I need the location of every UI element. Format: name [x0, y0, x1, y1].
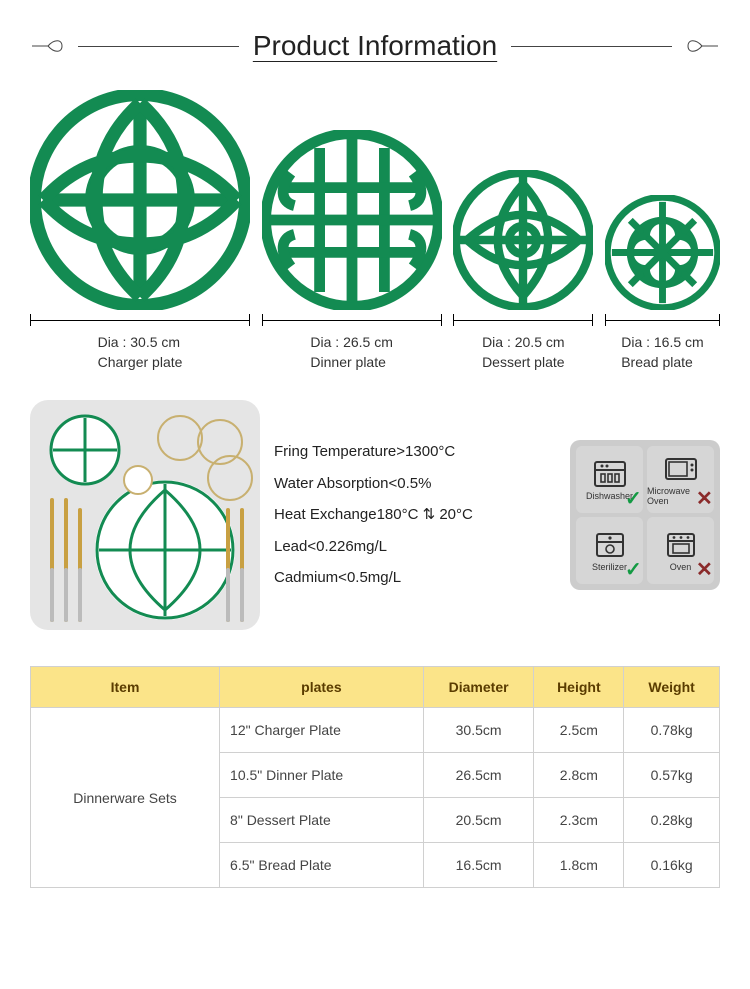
plate-dia: Dia : 16.5 cm [621, 334, 703, 350]
title-rule-left [78, 46, 239, 47]
title-rule-right [511, 46, 672, 47]
td-diameter: 30.5cm [423, 708, 534, 753]
td-diameter: 16.5cm [423, 843, 534, 888]
plates-row: Dia : 30.5 cm Charger plate Dia : 26.5 c… [30, 90, 720, 370]
oven-icon [663, 530, 699, 560]
th-item: Item [31, 667, 220, 708]
plate-image [453, 170, 593, 310]
table-setting-photo [30, 400, 260, 630]
td-height: 2.3cm [534, 798, 624, 843]
th-weight: Weight [624, 667, 720, 708]
spec-cadmium: Cadmium<0.5mg/L [274, 562, 556, 594]
info-row: Fring Temperature>1300°C Water Absorptio… [30, 400, 720, 630]
plate-dia: Dia : 30.5 cm [98, 334, 183, 350]
table-row: Dinnerware Sets 12" Charger Plate 30.5cm… [31, 708, 720, 753]
td-diameter: 26.5cm [423, 753, 534, 798]
td-plate: 8" Dessert Plate [220, 798, 424, 843]
check-icon: ✓ [625, 560, 645, 580]
usage-label: Sterilizer [592, 562, 627, 572]
usage-sterilizer: Sterilizer ✓ [576, 517, 643, 584]
plate-bread: Dia : 16.5 cm Bread plate [605, 195, 720, 370]
plate-dessert: Dia : 20.5 cm Dessert plate [453, 170, 593, 370]
table-header-row: Item plates Diameter Height Weight [31, 667, 720, 708]
td-height: 2.8cm [534, 753, 624, 798]
dimension-bar [605, 314, 720, 326]
cross-icon: ✕ [696, 560, 716, 580]
plate-dia: Dia : 26.5 cm [310, 334, 392, 350]
dimension-bar [453, 314, 593, 326]
td-weight: 0.57kg [624, 753, 720, 798]
ornament-right [686, 37, 720, 55]
td-height: 1.8cm [534, 843, 624, 888]
plate-name: Bread plate [621, 354, 703, 370]
cross-icon: ✕ [696, 489, 716, 509]
page-title: Product Information [253, 30, 497, 62]
td-diameter: 20.5cm [423, 798, 534, 843]
plate-name: Charger plate [98, 354, 183, 370]
usage-oven: Oven ✕ [647, 517, 714, 584]
plate-image [605, 195, 720, 310]
plate-name: Dessert plate [482, 354, 564, 370]
td-item: Dinnerware Sets [31, 708, 220, 888]
plate-dinner: Dia : 26.5 cm Dinner plate [262, 130, 442, 370]
spec-water-absorption: Water Absorption<0.5% [274, 468, 556, 500]
dishwasher-icon [592, 459, 628, 489]
plate-dia: Dia : 20.5 cm [482, 334, 564, 350]
specs-list: Fring Temperature>1300°C Water Absorptio… [274, 436, 556, 594]
check-icon: ✓ [625, 489, 645, 509]
td-plate: 12" Charger Plate [220, 708, 424, 753]
microwave-icon [663, 454, 699, 484]
sterilizer-icon [592, 530, 628, 560]
usage-dishwasher: Dishwasher ✓ [576, 446, 643, 513]
ornament-left [30, 37, 64, 55]
td-weight: 0.16kg [624, 843, 720, 888]
dimension-bar [30, 314, 250, 326]
th-diameter: Diameter [423, 667, 534, 708]
spec-lead: Lead<0.226mg/L [274, 531, 556, 563]
plate-image [30, 90, 250, 310]
plate-name: Dinner plate [310, 354, 392, 370]
dimension-bar [262, 314, 442, 326]
size-table: Item plates Diameter Height Weight Dinne… [30, 666, 720, 888]
td-plate: 10.5" Dinner Plate [220, 753, 424, 798]
plate-image [262, 130, 442, 310]
spec-firing-temp: Fring Temperature>1300°C [274, 436, 556, 468]
th-plates: plates [220, 667, 424, 708]
td-weight: 0.28kg [624, 798, 720, 843]
td-height: 2.5cm [534, 708, 624, 753]
th-height: Height [534, 667, 624, 708]
title-row: Product Information [30, 30, 720, 62]
td-weight: 0.78kg [624, 708, 720, 753]
spec-heat-exchange: Heat Exchange180°C ⇅ 20°C [274, 499, 556, 531]
td-plate: 6.5" Bread Plate [220, 843, 424, 888]
usage-microwave: Microwave Oven ✕ [647, 446, 714, 513]
usage-grid: Dishwasher ✓ Microwave Oven ✕ Sterilizer… [570, 440, 720, 590]
plate-charger: Dia : 30.5 cm Charger plate [30, 90, 250, 370]
usage-label: Oven [670, 562, 692, 572]
